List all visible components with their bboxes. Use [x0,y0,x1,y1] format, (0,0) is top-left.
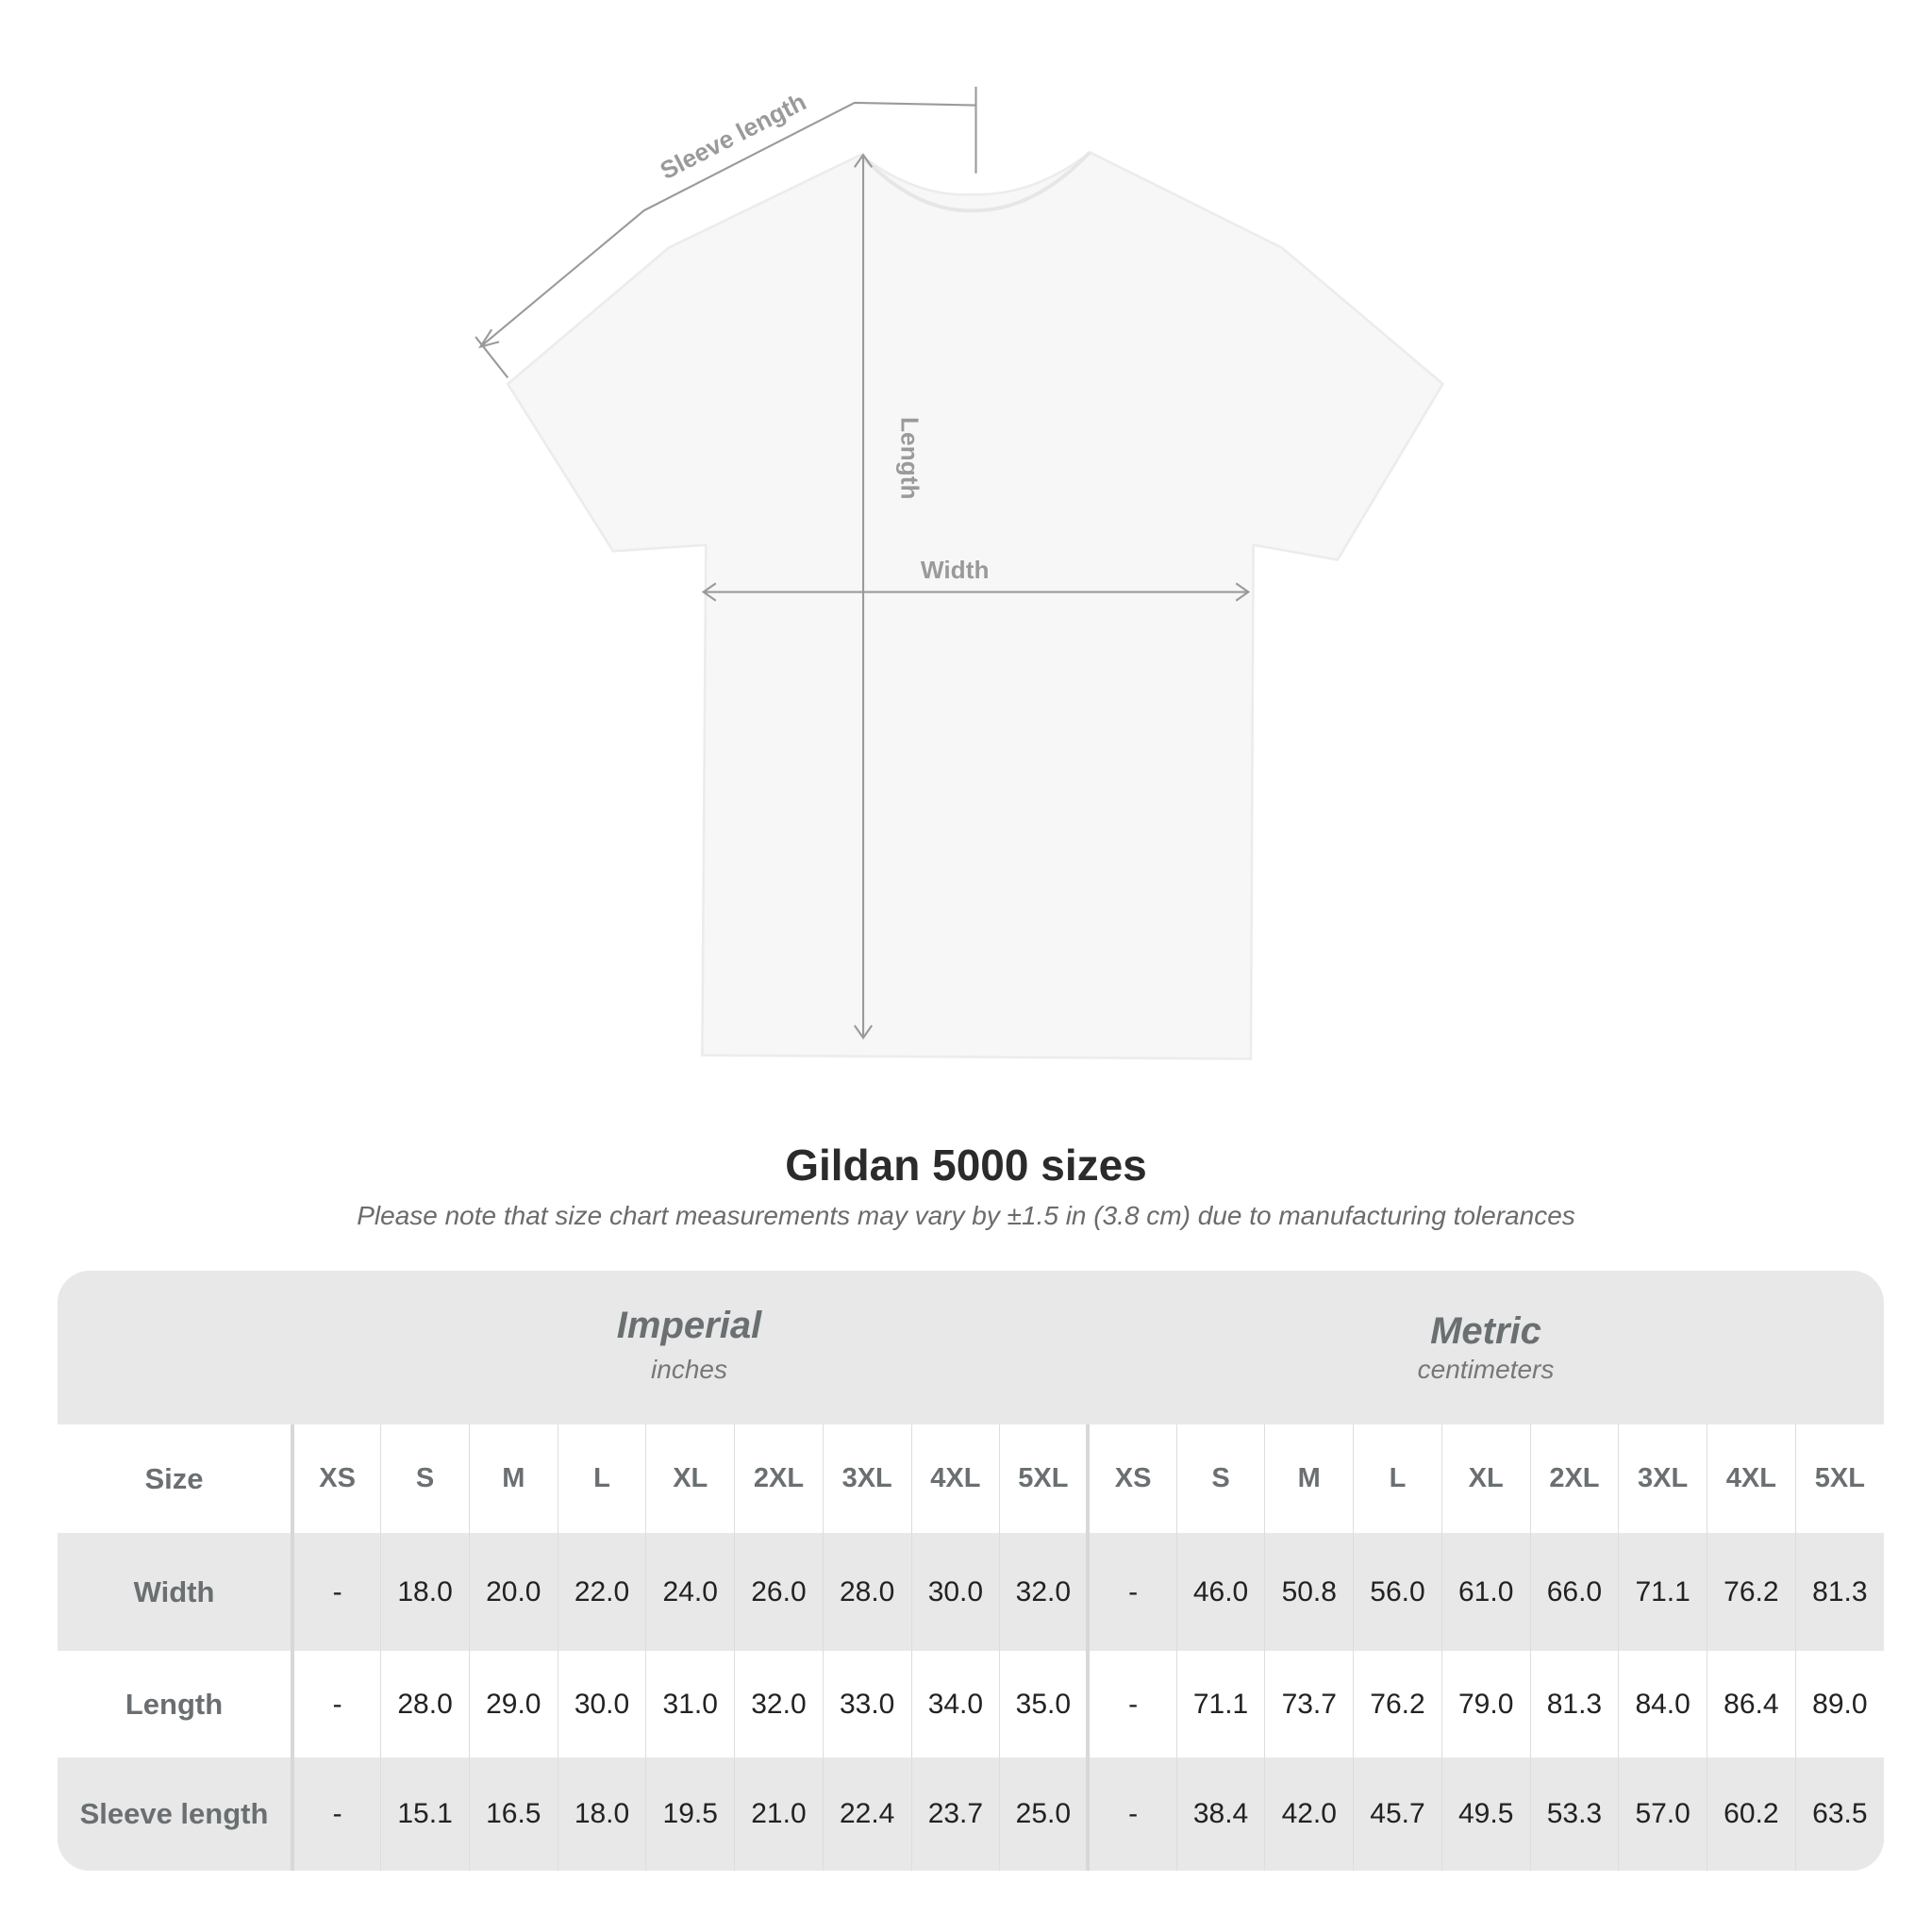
metric-size-xs: XS [1086,1424,1177,1533]
metric-value-cell: 71.1 [1175,1651,1265,1757]
metric-size-xl: XL [1441,1424,1531,1533]
metric-value-cell: 89.0 [1794,1651,1884,1757]
metric-value-cell: 86.4 [1707,1651,1796,1757]
metric-value-cell: 46.0 [1175,1533,1265,1651]
imperial-value-cell: 35.0 [999,1651,1089,1757]
imperial-value-cell: - [291,1533,381,1651]
metric-header: Metric centimeters [1088,1271,1884,1424]
row-label: Length [58,1651,294,1757]
imperial-value-cell: 33.0 [822,1651,912,1757]
imperial-size-s: S [380,1424,470,1533]
metric-size-m: M [1264,1424,1354,1533]
width-label: Width [921,556,990,584]
imperial-size-3xl: 3XL [822,1424,912,1533]
page-title: Gildan 5000 sizes [785,1141,1147,1190]
metric-value-cell: 84.0 [1618,1651,1707,1757]
imperial-value-cell: 22.0 [557,1533,646,1651]
imperial-value-cell: 30.0 [557,1651,646,1757]
metric-value-cell: 71.1 [1618,1533,1707,1651]
imperial-subtitle: inches [651,1355,727,1384]
imperial-size-2xl: 2XL [734,1424,824,1533]
imperial-size-l: L [557,1424,646,1533]
imperial-size-5xl: 5XL [999,1424,1089,1533]
metric-title: Metric [1430,1310,1541,1352]
imperial-value-cell: 18.0 [557,1757,646,1871]
metric-value-cell: 50.8 [1264,1533,1354,1651]
imperial-size-xs: XS [291,1424,381,1533]
metric-value-cell: 79.0 [1441,1651,1531,1757]
imperial-title: Imperial [616,1305,762,1346]
row-label: Sleeve length [58,1757,294,1871]
metric-value-cell: - [1086,1533,1177,1651]
imperial-size-m: M [468,1424,558,1533]
metric-value-cell: 66.0 [1529,1533,1619,1651]
metric-size-s: S [1175,1424,1265,1533]
imperial-value-cell: 19.5 [645,1757,735,1871]
metric-value-cell: 81.3 [1529,1651,1619,1757]
imperial-value-cell: 30.0 [910,1533,1000,1651]
metric-size-2xl: 2XL [1529,1424,1619,1533]
imperial-value-cell: 20.0 [468,1533,558,1651]
metric-size-4xl: 4XL [1707,1424,1796,1533]
imperial-value-cell: 21.0 [734,1757,824,1871]
metric-value-cell: 76.2 [1707,1533,1796,1651]
metric-value-cell: 81.3 [1794,1533,1884,1651]
metric-value-cell: 42.0 [1264,1757,1354,1871]
imperial-value-cell: 28.0 [380,1651,470,1757]
imperial-value-cell: 32.0 [999,1533,1089,1651]
size-grid: Size XS S M L XL 2XL 3XL 4XL 5XL XS S M L XL 2XL 3XL 4XL 5… [58,1424,1884,1871]
imperial-value-cell: 15.1 [380,1757,470,1871]
imperial-value-cell: 34.0 [910,1651,1000,1757]
metric-value-cell: 61.0 [1441,1533,1531,1651]
tshirt-illustration [506,150,1445,1060]
imperial-value-cell: - [291,1757,381,1871]
metric-value-cell: 45.7 [1353,1757,1442,1871]
size-label: Size [58,1424,294,1533]
imperial-value-cell: 23.7 [910,1757,1000,1871]
imperial-value-cell: 29.0 [468,1651,558,1757]
imperial-value-cell: 32.0 [734,1651,824,1757]
metric-value-cell: 38.4 [1175,1757,1265,1871]
metric-size-3xl: 3XL [1618,1424,1707,1533]
imperial-value-cell: 16.5 [468,1757,558,1871]
imperial-value-cell: - [291,1651,381,1757]
sleeve-measure-line [479,101,976,348]
metric-size-5xl: 5XL [1794,1424,1884,1533]
metric-size-l: L [1353,1424,1442,1533]
metric-subtitle: centimeters [1417,1355,1555,1384]
imperial-size-xl: XL [645,1424,735,1533]
imperial-value-cell: 24.0 [645,1533,735,1651]
imperial-header: Imperial inches [291,1271,1088,1424]
imperial-value-cell: 18.0 [380,1533,470,1651]
metric-value-cell: 73.7 [1264,1651,1354,1757]
length-label: Length [896,417,924,499]
table-row: Width -18.0 20.0 22.0 24.0 26.0 28.0 30.0 32.0-4… [58,1533,1884,1651]
metric-value-cell: 56.0 [1353,1533,1442,1651]
metric-value-cell: 57.0 [1618,1757,1707,1871]
imperial-size-4xl: 4XL [910,1424,1000,1533]
imperial-value-cell: 26.0 [734,1533,824,1651]
metric-value-cell: 76.2 [1353,1651,1442,1757]
metric-value-cell: - [1086,1651,1177,1757]
metric-value-cell: 53.3 [1529,1757,1619,1871]
size-table: Imperial inches Metric centimeters Size X… [58,1271,1884,1871]
metric-value-cell: 60.2 [1707,1757,1796,1871]
imperial-value-cell: 22.4 [822,1757,912,1871]
imperial-value-cell: 28.0 [822,1533,912,1651]
row-label: Width [58,1533,294,1651]
metric-value-cell: 49.5 [1441,1757,1531,1871]
table-row: Length -28.0 29.0 30.0 31.0 32.0 33.0 34.0 35.0-… [58,1651,1884,1757]
table-row: Sleeve length -15.1 16.5 18.0 19.5 21.0 22.4 23… [58,1757,1884,1871]
size-header-row: Size XS S M L XL 2XL 3XL 4XL 5XL XS S M L XL 2XL 3XL 4XL 5… [58,1424,1884,1533]
imperial-value-cell: 31.0 [645,1651,735,1757]
tolerance-note: Please note that size chart measurements… [357,1201,1575,1230]
metric-value-cell: 63.5 [1794,1757,1884,1871]
metric-value-cell: - [1086,1757,1177,1871]
imperial-value-cell: 25.0 [999,1757,1089,1871]
